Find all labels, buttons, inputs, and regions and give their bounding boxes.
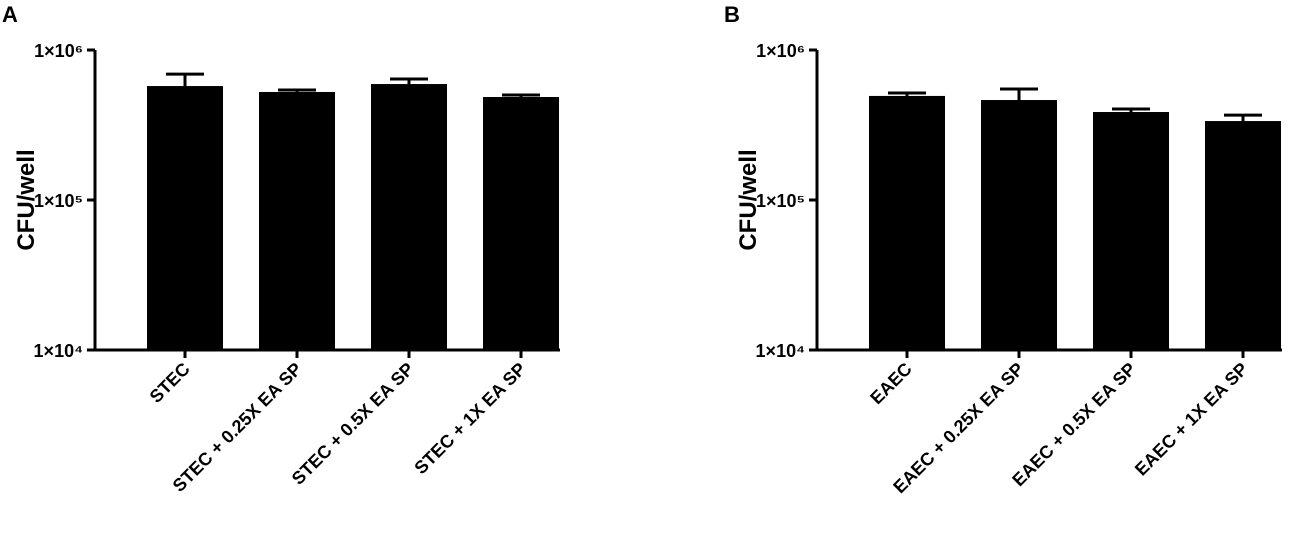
y-tick-label: 1×10⁴	[756, 341, 805, 361]
x-tick-label: EAEC + 0.25X EA SP	[889, 359, 1028, 498]
x-tick-label: EAEC + 1X EA SP	[1131, 359, 1252, 480]
x-tick-label: STEC + 0.5X EA SP	[288, 359, 418, 489]
bar	[147, 86, 223, 351]
y-axis-label: CFU/well	[13, 149, 40, 250]
x-tick-label: STEC + 0.25X EA SP	[169, 359, 306, 496]
x-tick-label: STEC + 1X EA SP	[410, 359, 529, 478]
panel-label: A	[2, 2, 18, 27]
y-axis-label: CFU/well	[735, 149, 762, 250]
bar	[483, 97, 559, 350]
bar	[1093, 112, 1169, 350]
y-tick-label: 1×10⁵	[34, 191, 83, 211]
y-tick-label: 1×10⁶	[756, 41, 805, 61]
x-tick-label: EAEC + 0.5X EA SP	[1008, 359, 1139, 490]
bar	[259, 91, 335, 350]
bar	[371, 84, 447, 350]
x-tick-label: EAEC	[866, 359, 916, 409]
bar	[869, 95, 945, 351]
y-tick-label: 1×10⁵	[756, 191, 805, 211]
y-tick-label: 1×10⁴	[34, 341, 83, 361]
x-tick-label: STEC	[146, 359, 194, 407]
panel-label: B	[724, 2, 740, 27]
bar	[981, 100, 1057, 350]
y-tick-label: 1×10⁶	[34, 41, 83, 61]
bar	[1205, 121, 1281, 351]
